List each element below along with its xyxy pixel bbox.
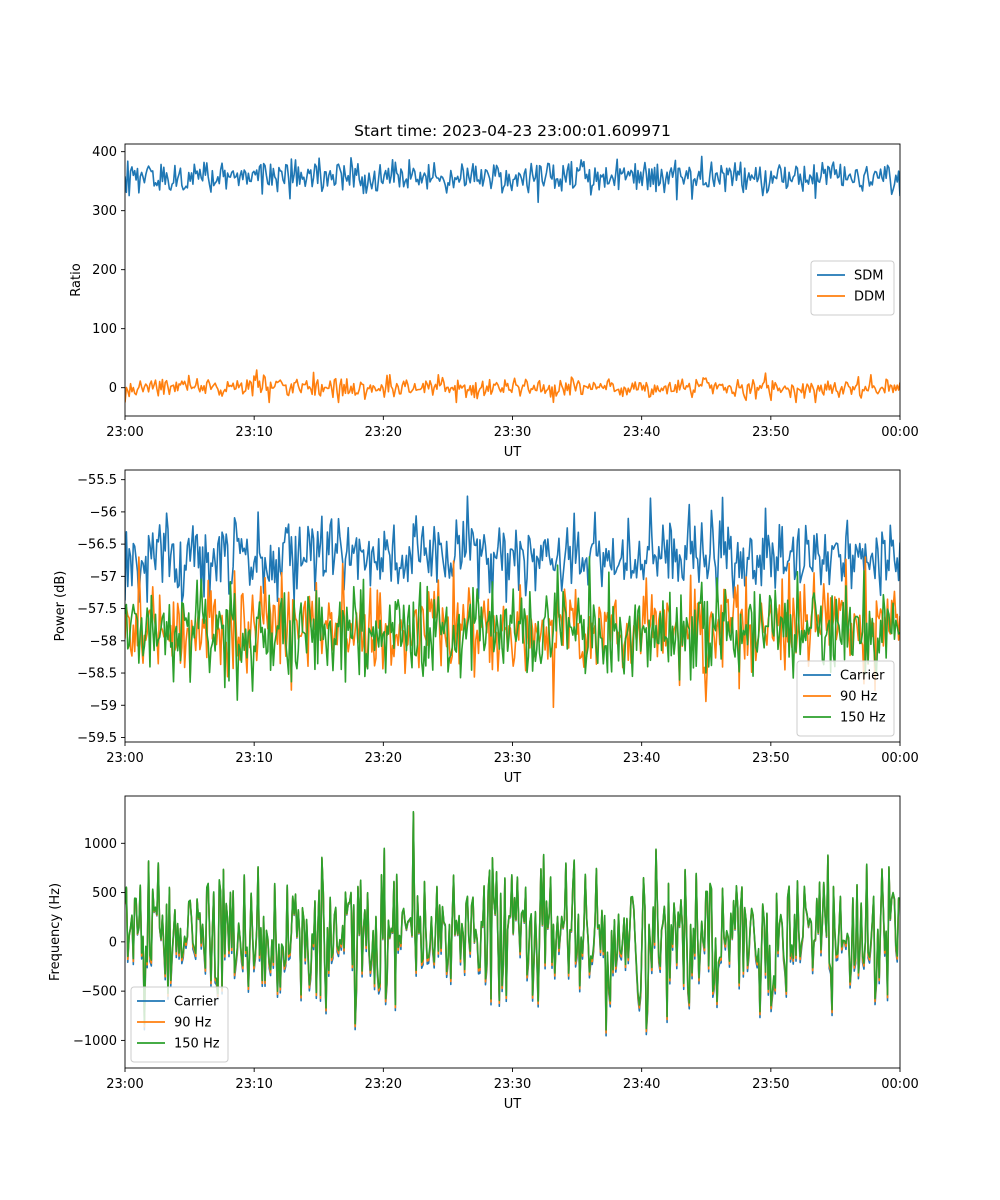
legend-label: Carrier <box>840 669 885 684</box>
y-tick-label: 1000 <box>84 837 117 852</box>
power-axes: 23:00 23:10 23:20 23:30 23:40 23:50 00:00 −55.5… <box>77 469 919 766</box>
x-tick-label: 23:50 <box>752 1077 789 1092</box>
y-tick-label: −57.5 <box>77 602 117 617</box>
y-tick-label: 0 <box>109 935 117 950</box>
x-tick-label: 23:40 <box>623 1077 660 1092</box>
power-series-layer <box>125 495 900 709</box>
frequency-ylabel: Frequency (Hz) <box>48 883 63 981</box>
x-tick-label: 23:40 <box>623 751 660 766</box>
x-tick-label: 23:10 <box>235 1077 272 1092</box>
y-tick-label: −56.5 <box>77 538 117 553</box>
y-tick-label: 100 <box>92 322 117 337</box>
y-tick-label: −55.5 <box>77 473 117 488</box>
x-tick-label: 23:20 <box>365 751 402 766</box>
y-tick-label: −59 <box>90 699 117 714</box>
x-tick-label: 23:30 <box>494 425 531 440</box>
y-tick-label: −1000 <box>73 1034 117 1049</box>
y-tick-label: −58 <box>90 634 117 649</box>
legend-label: 90 Hz <box>840 690 877 705</box>
ratio-ylabel: Ratio <box>69 263 84 296</box>
series-line-ddm <box>125 369 900 404</box>
series-line-sdm <box>125 155 900 204</box>
x-tick-label: 00:00 <box>881 751 918 766</box>
legend-label: Carrier <box>174 995 219 1010</box>
x-tick-label: 00:00 <box>881 425 918 440</box>
power-panel: 23:00 23:10 23:20 23:30 23:40 23:50 00:00 −55.5… <box>53 469 919 786</box>
x-tick-label: 23:00 <box>106 751 143 766</box>
ratio-panel: 23:00 23:10 23:20 23:30 23:40 23:50 00:00 0 100 2… <box>69 143 919 460</box>
frequency-axes: 23:00 23:10 23:20 23:30 23:40 23:50 00:00 1000 5… <box>73 795 919 1092</box>
ratio-xlabel: UT <box>504 445 522 460</box>
power-legend: Carrier 90 Hz 150 Hz <box>796 660 895 737</box>
x-tick-label: 23:30 <box>494 751 531 766</box>
x-tick-label: 23:50 <box>752 751 789 766</box>
x-tick-label: 23:30 <box>494 1077 531 1092</box>
y-tick-label: −59.5 <box>77 731 117 746</box>
y-tick-label: 400 <box>92 145 117 160</box>
legend-label: 150 Hz <box>174 1037 220 1052</box>
frequency-series-layer <box>125 810 900 1037</box>
ratio-legend: SDM DDM <box>810 260 895 316</box>
ratio-series-layer <box>125 155 900 404</box>
legend-label: 90 Hz <box>174 1016 211 1031</box>
x-tick-label: 23:50 <box>752 425 789 440</box>
frequency-xlabel: UT <box>504 1097 522 1112</box>
legend-label: SDM <box>854 269 883 284</box>
x-tick-label: 23:00 <box>106 425 143 440</box>
ratio-axes: 23:00 23:10 23:20 23:30 23:40 23:50 00:00 0 100 2… <box>92 143 919 440</box>
x-tick-label: 23:20 <box>365 1077 402 1092</box>
series-line-carrier <box>125 495 900 603</box>
figure-title: Start time: 2023-04-23 23:00:01.609971 <box>354 122 671 140</box>
y-tick-label: −58.5 <box>77 667 117 682</box>
x-tick-label: 23:20 <box>365 425 402 440</box>
x-tick-label: 00:00 <box>881 1077 918 1092</box>
x-tick-label: 23:10 <box>235 751 272 766</box>
series-line-150-hz <box>125 555 900 701</box>
series-line-150-hz <box>125 810 900 1031</box>
y-tick-label: −500 <box>81 985 117 1000</box>
y-tick-label: 300 <box>92 204 117 219</box>
x-tick-label: 23:40 <box>623 425 660 440</box>
y-tick-label: −57 <box>90 570 117 585</box>
y-tick-label: 0 <box>109 381 117 396</box>
x-tick-label: 23:00 <box>106 1077 143 1092</box>
y-tick-label: 200 <box>92 263 117 278</box>
power-xlabel: UT <box>504 771 522 786</box>
y-tick-label: −56 <box>90 505 117 520</box>
x-tick-label: 23:10 <box>235 425 272 440</box>
legend-label: 150 Hz <box>840 711 886 726</box>
frequency-legend: Carrier 90 Hz 150 Hz <box>130 986 229 1063</box>
y-tick-label: 500 <box>92 886 117 901</box>
frequency-panel: 23:00 23:10 23:20 23:30 23:40 23:50 00:00 1000 5… <box>48 795 919 1112</box>
power-ylabel: Power (dB) <box>53 571 68 642</box>
legend-label: DDM <box>854 290 885 305</box>
